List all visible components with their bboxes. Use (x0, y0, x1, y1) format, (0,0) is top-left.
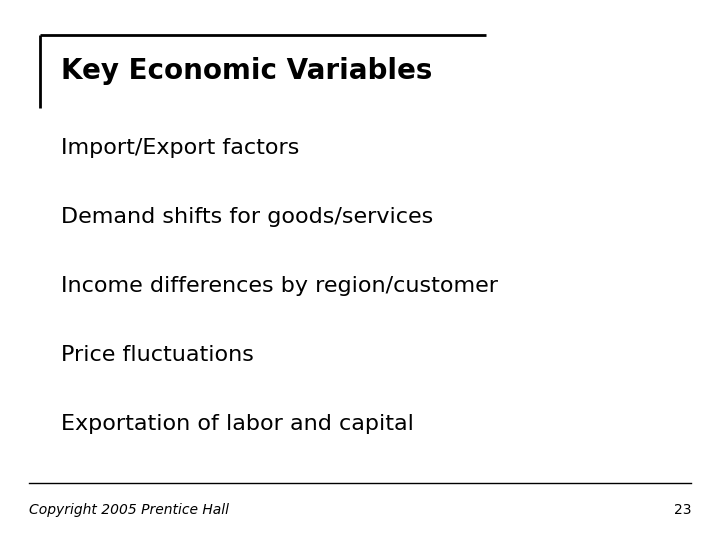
Text: Import/Export factors: Import/Export factors (61, 138, 300, 158)
Text: 23: 23 (674, 503, 691, 517)
Text: Key Economic Variables: Key Economic Variables (61, 57, 433, 85)
Text: Demand shifts for goods/services: Demand shifts for goods/services (61, 207, 433, 227)
Text: Exportation of labor and capital: Exportation of labor and capital (61, 414, 414, 434)
Text: Price fluctuations: Price fluctuations (61, 345, 254, 365)
Text: Income differences by region/customer: Income differences by region/customer (61, 276, 498, 296)
Text: Copyright 2005 Prentice Hall: Copyright 2005 Prentice Hall (29, 503, 229, 517)
